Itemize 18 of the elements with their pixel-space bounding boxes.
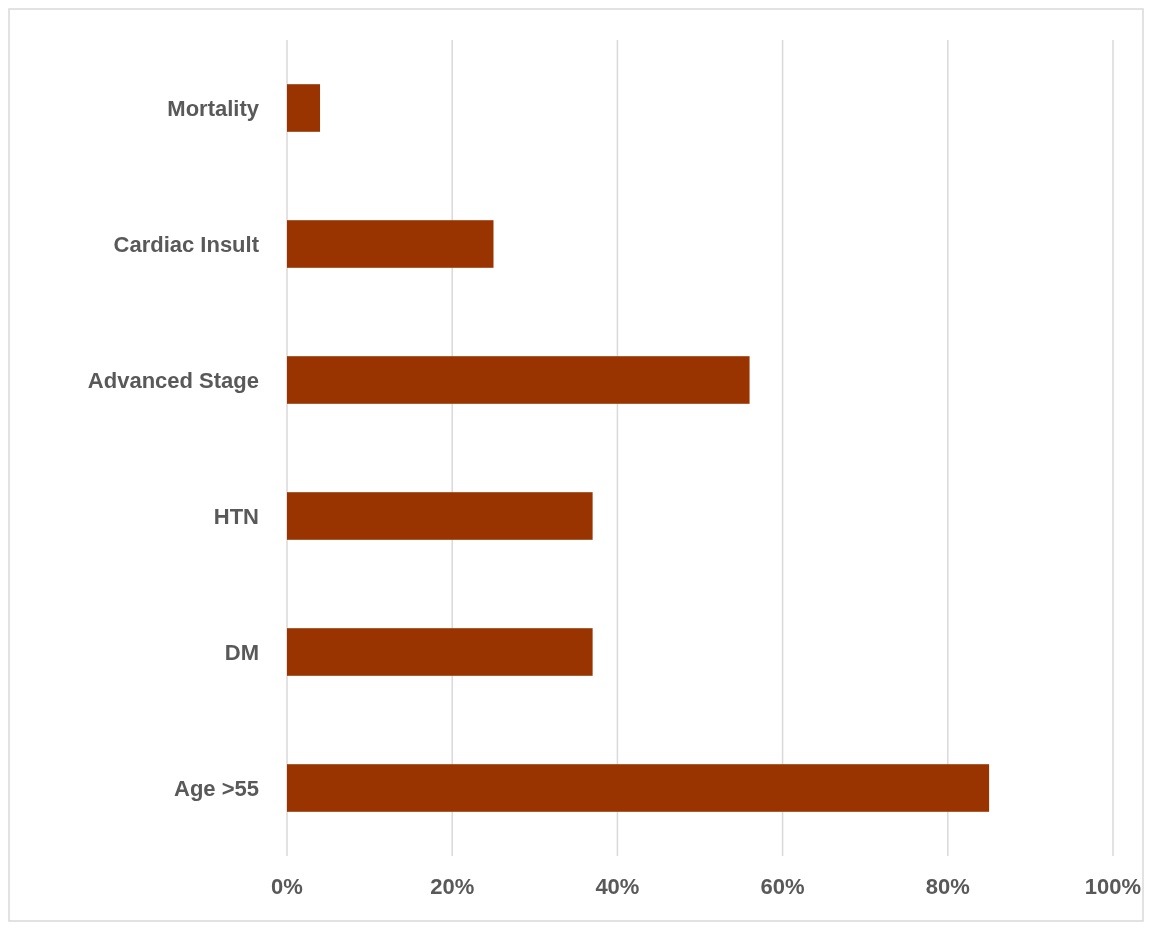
y-tick-label: DM [224, 639, 259, 665]
bar [287, 220, 494, 268]
bar [287, 492, 593, 540]
x-tick-label: 20% [430, 874, 475, 899]
x-tick-label: 0% [271, 874, 303, 899]
bar [287, 84, 321, 132]
x-tick-label: 40% [595, 874, 640, 899]
y-tick-label: Mortality [167, 95, 260, 121]
y-tick-label: Age >55 [174, 775, 259, 801]
y-tick-label: Advanced Stage [87, 367, 259, 393]
y-tick-label: Cardiac Insult [113, 231, 260, 257]
x-tick-label: 80% [925, 874, 970, 899]
bar [287, 764, 990, 812]
x-tick-label: 100% [1084, 874, 1142, 899]
x-tick-label: 60% [760, 874, 805, 899]
y-tick-label: HTN [213, 503, 259, 529]
bar [287, 628, 593, 676]
bar [287, 356, 750, 404]
